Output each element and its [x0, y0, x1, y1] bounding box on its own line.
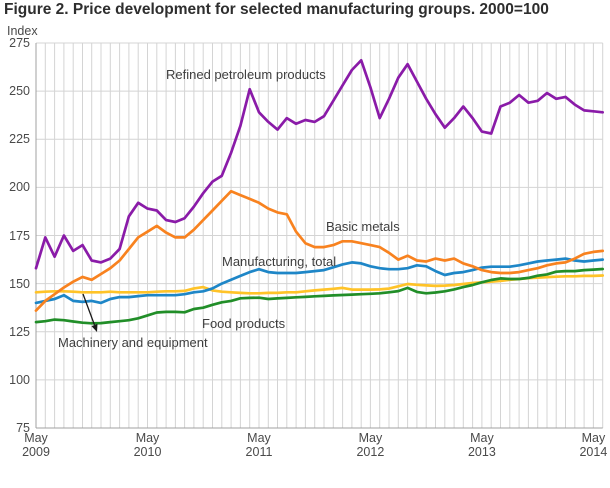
series-label-machinery-and-equipment: Machinery and equipment [58, 335, 208, 350]
y-tick-label: 75 [16, 421, 30, 435]
series-line-basic-metals [34, 189, 605, 312]
y-tick-label: 125 [9, 325, 30, 339]
y-tick-label: 250 [9, 84, 30, 98]
y-tick-label: 150 [9, 277, 30, 291]
y-tick-label: 175 [9, 229, 30, 243]
gridlines-horizontal [36, 42, 603, 381]
series-lines [34, 58, 605, 325]
y-axis-unit-label: Index [7, 24, 38, 38]
series-label-refined-petroleum-products: Refined petroleum products [166, 67, 326, 82]
x-tick-label: May 2010 [133, 431, 162, 459]
x-tick-label: May 2011 [245, 431, 273, 459]
x-tick-label: May 2014 [579, 431, 608, 459]
axis-lines [35, 43, 603, 429]
y-tick-label: 200 [9, 180, 30, 194]
series-line-manufacturing-total [34, 257, 605, 305]
series-label-basic-metals: Basic metals [326, 219, 400, 234]
x-tick-label: May 2012 [356, 431, 385, 459]
y-tick-label: 275 [9, 36, 30, 50]
machinery-annotation-arrow [82, 293, 98, 332]
x-tick-label: May 2013 [467, 431, 496, 459]
series-label-manufacturing-total: Manufacturing, total [222, 254, 337, 269]
y-tick-label: 225 [9, 132, 30, 146]
series-line-refined-petroleum-products [34, 58, 605, 270]
series-label-food-products: Food products [202, 316, 286, 331]
series-line-food-products [34, 267, 605, 325]
x-tick-label: May 2009 [22, 431, 50, 459]
chart-title: Figure 2. Price development for selected… [4, 1, 549, 18]
y-tick-label: 100 [9, 373, 30, 387]
